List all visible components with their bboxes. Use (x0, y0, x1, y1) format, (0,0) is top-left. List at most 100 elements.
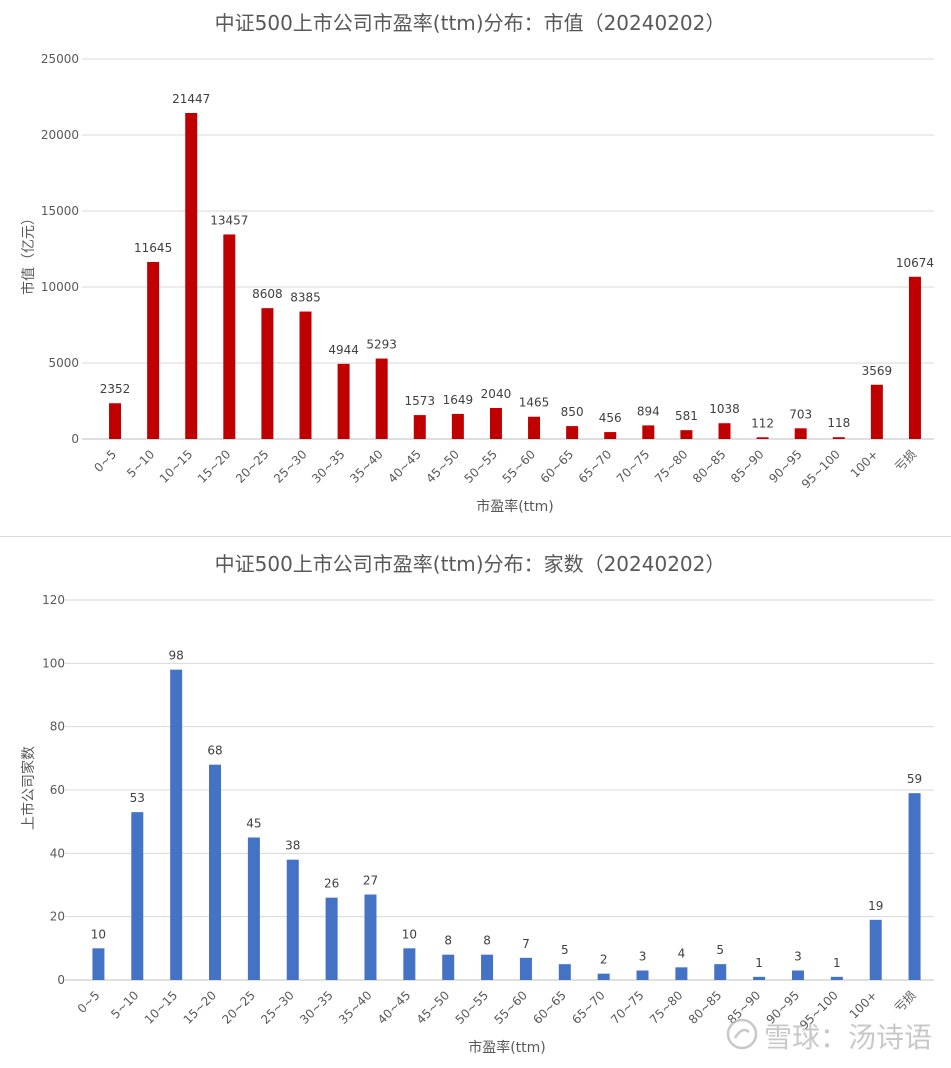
y-tick-label: 20000 (41, 128, 79, 142)
data-label: 10 (91, 927, 106, 941)
bar (519, 957, 532, 980)
data-label: 3 (639, 950, 647, 964)
bar (364, 894, 377, 980)
y-tick-label: 10000 (41, 280, 79, 294)
bar (286, 859, 299, 980)
data-label: 4944 (328, 343, 359, 357)
y-tick-label: 0 (57, 973, 65, 987)
data-label: 5 (561, 943, 569, 957)
x-tick-label: 80~85 (690, 447, 729, 486)
bar (209, 764, 222, 980)
x-tick-label: 60~65 (530, 988, 569, 1027)
bars (92, 669, 921, 980)
y-tick-label: 80 (50, 720, 65, 734)
data-label: 1 (833, 956, 841, 970)
x-tick-label: 20~25 (233, 447, 272, 486)
bar (185, 113, 198, 439)
x-tick-label: 70~75 (614, 447, 653, 486)
x-tick-label: 65~70 (569, 988, 608, 1027)
data-label: 581 (675, 409, 698, 423)
bar (832, 437, 845, 439)
data-label: 98 (169, 649, 184, 663)
data-label: 68 (207, 744, 222, 758)
x-tick-label: 35~40 (336, 988, 375, 1027)
x-tick-label: 亏损 (892, 447, 919, 474)
data-label: 118 (827, 416, 850, 430)
y-tick-label: 120 (42, 593, 65, 607)
x-tick-label: 80~85 (686, 988, 725, 1027)
data-label: 27 (363, 874, 378, 888)
bar (261, 308, 274, 439)
data-label: 703 (789, 407, 812, 421)
data-label: 456 (599, 411, 622, 425)
bar (451, 413, 464, 439)
bar (442, 954, 455, 980)
gridlines (65, 599, 934, 981)
data-label: 8608 (252, 287, 283, 301)
bar (131, 812, 144, 980)
bar (147, 261, 160, 439)
data-label: 45 (246, 817, 261, 831)
x-tick-label: 25~30 (271, 447, 310, 486)
data-label: 1573 (404, 394, 435, 408)
data-label: 1038 (709, 402, 740, 416)
x-tick-label: 50~55 (453, 988, 492, 1027)
bars (109, 113, 921, 439)
data-label: 894 (637, 404, 660, 418)
bar (869, 919, 882, 980)
x-tick-label: 45~50 (414, 988, 453, 1027)
chart-title: 中证500上市公司市盈率(ttm)分布：市值（20240202） (215, 11, 726, 35)
x-tick-label: 75~80 (652, 447, 691, 486)
data-label: 5293 (366, 338, 397, 352)
data-label: 5 (716, 943, 724, 957)
data-label: 2 (600, 953, 608, 967)
x-tick-label: 0~5 (75, 988, 103, 1016)
data-label: 7 (522, 937, 530, 951)
data-label: 19 (868, 899, 883, 913)
x-tick-label: 70~75 (608, 988, 647, 1027)
x-tick-label: 100+ (848, 447, 881, 480)
x-tick-label: 55~60 (500, 447, 539, 486)
data-label: 10 (402, 927, 417, 941)
data-labels: 2352 11645 21447 13457 8608 8385 4944 5293 1573 1… (100, 92, 934, 430)
bar (714, 964, 727, 980)
bar (403, 948, 416, 980)
bar (223, 234, 236, 439)
y-tick-label: 0 (71, 432, 79, 446)
bar (566, 426, 579, 439)
bar (908, 793, 921, 980)
y-tick-label: 40 (50, 846, 65, 860)
bar (481, 954, 494, 980)
data-label: 8385 (290, 291, 321, 305)
data-label: 3569 (862, 364, 893, 378)
x-tick-label: 5~10 (108, 988, 141, 1021)
bar (908, 276, 921, 439)
x-tick-label: 35~40 (347, 447, 386, 486)
x-tick-label: 10~15 (157, 447, 196, 486)
x-tick-label: 5~10 (124, 447, 157, 480)
y-axis-ticks: 0 5000 10000 15000 20000 25000 (41, 52, 79, 446)
panel-divider (0, 536, 951, 537)
x-tick-label: 20~25 (219, 988, 258, 1027)
data-label: 53 (130, 791, 145, 805)
data-label: 10674 (896, 256, 934, 270)
x-tick-label: 30~35 (297, 988, 336, 1027)
x-tick-label: 75~80 (647, 988, 686, 1027)
y-axis-ticks: 0 20 40 60 80 100 120 (42, 593, 65, 987)
watermark-text: 雪球：汤诗语 (764, 1021, 933, 1054)
x-tick-label: 15~20 (195, 447, 234, 486)
data-label: 11645 (134, 241, 172, 255)
x-tick-label: 30~35 (309, 447, 348, 486)
y-tick-label: 100 (42, 656, 65, 670)
y-tick-label: 60 (50, 783, 65, 797)
y-tick-label: 5000 (48, 356, 79, 370)
bar (680, 430, 693, 439)
bar (870, 384, 883, 439)
market-cap-chart-panel: 中证500上市公司市盈率(ttm)分布：市值（20240202） 0 5000 10… (20, 11, 934, 515)
data-label: 2040 (481, 387, 512, 401)
x-axis-label: 市盈率(ttm) (476, 498, 554, 515)
data-label: 1649 (443, 393, 474, 407)
data-label: 8 (483, 934, 491, 948)
bar (299, 311, 312, 439)
